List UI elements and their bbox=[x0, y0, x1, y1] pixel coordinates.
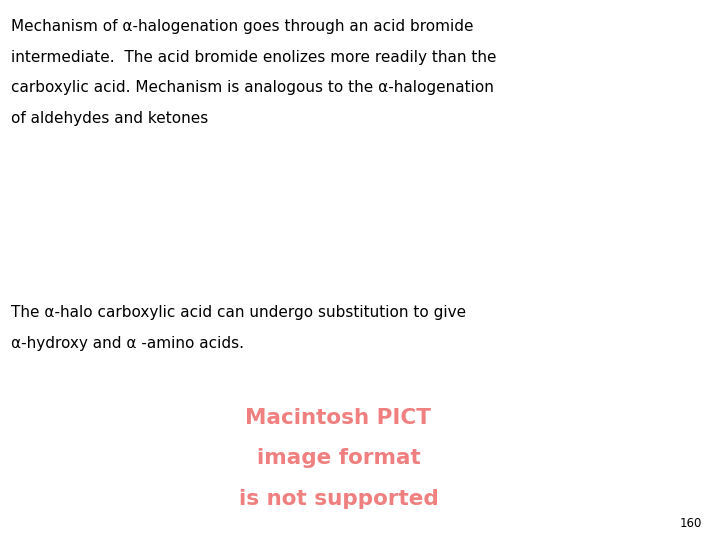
Text: is not supported: is not supported bbox=[238, 489, 438, 509]
Text: 160: 160 bbox=[680, 517, 702, 530]
Text: of aldehydes and ketones: of aldehydes and ketones bbox=[11, 111, 208, 126]
Text: Macintosh PICT: Macintosh PICT bbox=[246, 408, 431, 428]
Text: intermediate.  The acid bromide enolizes more readily than the: intermediate. The acid bromide enolizes … bbox=[11, 50, 496, 65]
Text: α-hydroxy and α -amino acids.: α-hydroxy and α -amino acids. bbox=[11, 336, 244, 351]
Text: Mechanism of α-halogenation goes through an acid bromide: Mechanism of α-halogenation goes through… bbox=[11, 19, 473, 34]
Text: The α-halo carboxylic acid can undergo substitution to give: The α-halo carboxylic acid can undergo s… bbox=[11, 305, 466, 320]
Text: carboxylic acid. Mechanism is analogous to the α-halogenation: carboxylic acid. Mechanism is analogous … bbox=[11, 80, 494, 96]
Text: image format: image format bbox=[256, 448, 420, 468]
